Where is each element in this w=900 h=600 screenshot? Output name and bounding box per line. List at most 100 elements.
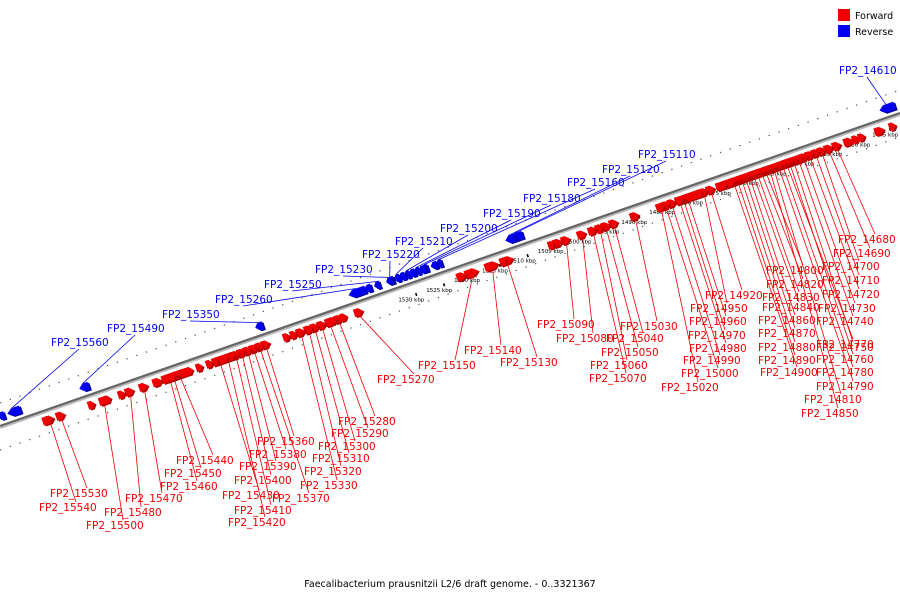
forward-gene-label[interactable]: FP2_14700: [822, 261, 880, 273]
forward-gene-arrow[interactable]: [137, 381, 151, 393]
forward-gene-arrow[interactable]: [160, 371, 180, 386]
reverse-gene-label[interactable]: FP2_15350: [162, 309, 220, 321]
forward-gene-label[interactable]: FP2_15280: [338, 416, 396, 428]
forward-gene-arrow[interactable]: [194, 362, 206, 374]
forward-gene-arrow[interactable]: [204, 358, 216, 370]
forward-gene-label[interactable]: FP2_15530: [50, 488, 108, 500]
forward-gene-arrow[interactable]: [288, 329, 300, 341]
reverse-gene-label[interactable]: FP2_15490: [107, 323, 165, 335]
forward-gene-label[interactable]: FP2_15080: [556, 333, 614, 345]
reverse-gene-arrow[interactable]: [878, 101, 898, 116]
reverse-gene-label[interactable]: FP2_14610: [839, 65, 897, 77]
reverse-gene-arrow[interactable]: [254, 321, 267, 333]
forward-gene-label[interactable]: FP2_14860: [758, 315, 816, 327]
reverse-gene-label[interactable]: FP2_15180: [523, 193, 581, 205]
forward-gene-arrow[interactable]: [86, 399, 98, 411]
forward-gene-arrow[interactable]: [483, 259, 501, 273]
forward-gene-label[interactable]: FP2_14750: [816, 342, 874, 354]
reverse-gene-label[interactable]: FP2_15210: [395, 236, 453, 248]
reverse-gene-arrow[interactable]: [0, 411, 8, 423]
forward-gene-arrow[interactable]: [856, 132, 868, 144]
forward-gene-label[interactable]: FP2_15330: [300, 480, 358, 492]
reverse-gene-arrow[interactable]: [429, 260, 441, 272]
reverse-gene-arrow[interactable]: [347, 285, 369, 300]
forward-gene-label[interactable]: FP2_15370: [272, 493, 330, 505]
forward-gene-arrow[interactable]: [151, 376, 165, 389]
forward-gene-label[interactable]: FP2_15390: [239, 461, 297, 473]
forward-gene-label[interactable]: FP2_14830: [762, 292, 820, 304]
reverse-gene-arrow[interactable]: [12, 405, 24, 417]
reverse-gene-arrow[interactable]: [363, 283, 375, 295]
forward-gene-label[interactable]: FP2_14690: [833, 248, 891, 260]
forward-gene-arrow[interactable]: [102, 394, 114, 406]
reverse-gene-arrow[interactable]: [78, 381, 92, 394]
forward-gene-label[interactable]: FP2_15150: [418, 360, 476, 372]
forward-gene-arrow[interactable]: [54, 410, 68, 422]
reverse-gene-label[interactable]: FP2_15190: [483, 208, 541, 220]
forward-gene-arrow[interactable]: [498, 256, 510, 268]
forward-gene-label[interactable]: FP2_14770: [816, 339, 874, 351]
forward-gene-label[interactable]: FP2_14780: [816, 367, 874, 379]
forward-gene-arrow[interactable]: [455, 270, 469, 283]
reverse-gene-arrow[interactable]: [385, 276, 396, 287]
forward-gene-label[interactable]: FP2_14900: [760, 367, 818, 379]
forward-gene-label[interactable]: FP2_15360: [257, 436, 315, 448]
forward-gene-label[interactable]: FP2_14760: [816, 354, 874, 366]
forward-gene-label[interactable]: FP2_15410: [234, 505, 292, 517]
reverse-gene-label[interactable]: FP2_15200: [440, 223, 498, 235]
forward-gene-label[interactable]: FP2_14680: [838, 234, 896, 246]
forward-gene-label[interactable]: FP2_15090: [537, 319, 595, 331]
forward-gene-label[interactable]: FP2_15480: [104, 507, 162, 519]
reverse-gene-label[interactable]: FP2_15560: [51, 337, 109, 349]
forward-gene-label[interactable]: FP2_15040: [606, 333, 664, 345]
reverse-gene-arrow[interactable]: [407, 268, 419, 280]
forward-gene-label[interactable]: FP2_14840: [762, 302, 820, 314]
reverse-gene-arrow[interactable]: [373, 280, 384, 291]
forward-gene-label[interactable]: FP2_15000: [681, 368, 739, 380]
forward-gene-label[interactable]: FP2_14960: [689, 316, 747, 328]
forward-gene-label[interactable]: FP2_15300: [318, 441, 376, 453]
forward-gene-label[interactable]: FP2_14730: [818, 303, 876, 315]
forward-gene-label[interactable]: FP2_15310: [312, 453, 370, 465]
forward-gene-label[interactable]: FP2_15540: [39, 502, 97, 514]
forward-gene-arrow[interactable]: [281, 332, 293, 344]
forward-gene-label[interactable]: FP2_14790: [816, 381, 874, 393]
reverse-gene-label[interactable]: FP2_15160: [567, 177, 625, 189]
forward-gene-label[interactable]: FP2_14710: [822, 275, 880, 287]
forward-gene-arrow[interactable]: [123, 386, 137, 398]
forward-gene-label[interactable]: FP2_14890: [758, 355, 816, 367]
forward-gene-arrow[interactable]: [628, 210, 642, 223]
forward-gene-label[interactable]: FP2_15320: [304, 466, 362, 478]
forward-gene-label[interactable]: FP2_14950: [690, 303, 748, 315]
forward-gene-label[interactable]: FP2_15140: [464, 345, 522, 357]
forward-gene-label[interactable]: FP2_14970: [688, 330, 746, 342]
forward-gene-arrow[interactable]: [718, 180, 730, 192]
forward-gene-label[interactable]: FP2_14980: [689, 343, 747, 355]
forward-gene-arrow[interactable]: [184, 365, 196, 377]
forward-gene-label[interactable]: FP2_15050: [601, 347, 659, 359]
forward-gene-label[interactable]: FP2_14990: [683, 355, 741, 367]
reverse-gene-arrow[interactable]: [393, 273, 404, 284]
forward-gene-arrow[interactable]: [654, 201, 668, 214]
forward-gene-label[interactable]: FP2_14880: [758, 342, 816, 354]
forward-gene-arrow[interactable]: [338, 312, 350, 324]
reverse-gene-label[interactable]: FP2_15120: [602, 164, 660, 176]
forward-gene-arrow[interactable]: [586, 225, 600, 237]
forward-gene-arrow[interactable]: [326, 315, 340, 328]
forward-gene-label[interactable]: FP2_14810: [804, 394, 862, 406]
forward-gene-arrow[interactable]: [41, 414, 55, 427]
forward-gene-label[interactable]: FP2_15460: [160, 481, 218, 493]
forward-gene-label[interactable]: FP2_15450: [164, 468, 222, 480]
forward-gene-label[interactable]: FP2_15020: [661, 382, 719, 394]
forward-gene-arrow[interactable]: [352, 306, 366, 319]
forward-gene-label[interactable]: FP2_14800: [766, 265, 824, 277]
forward-gene-arrow[interactable]: [887, 121, 899, 133]
forward-gene-label[interactable]: FP2_14870: [758, 328, 816, 340]
forward-gene-label[interactable]: FP2_15270: [377, 374, 435, 386]
forward-gene-label[interactable]: FP2_15030: [620, 321, 678, 333]
forward-gene-label[interactable]: FP2_15430: [222, 490, 280, 502]
forward-gene-arrow[interactable]: [546, 239, 558, 251]
forward-gene-label[interactable]: FP2_14920: [705, 290, 763, 302]
forward-gene-label[interactable]: FP2_15130: [500, 357, 558, 369]
forward-gene-arrow[interactable]: [575, 229, 589, 241]
